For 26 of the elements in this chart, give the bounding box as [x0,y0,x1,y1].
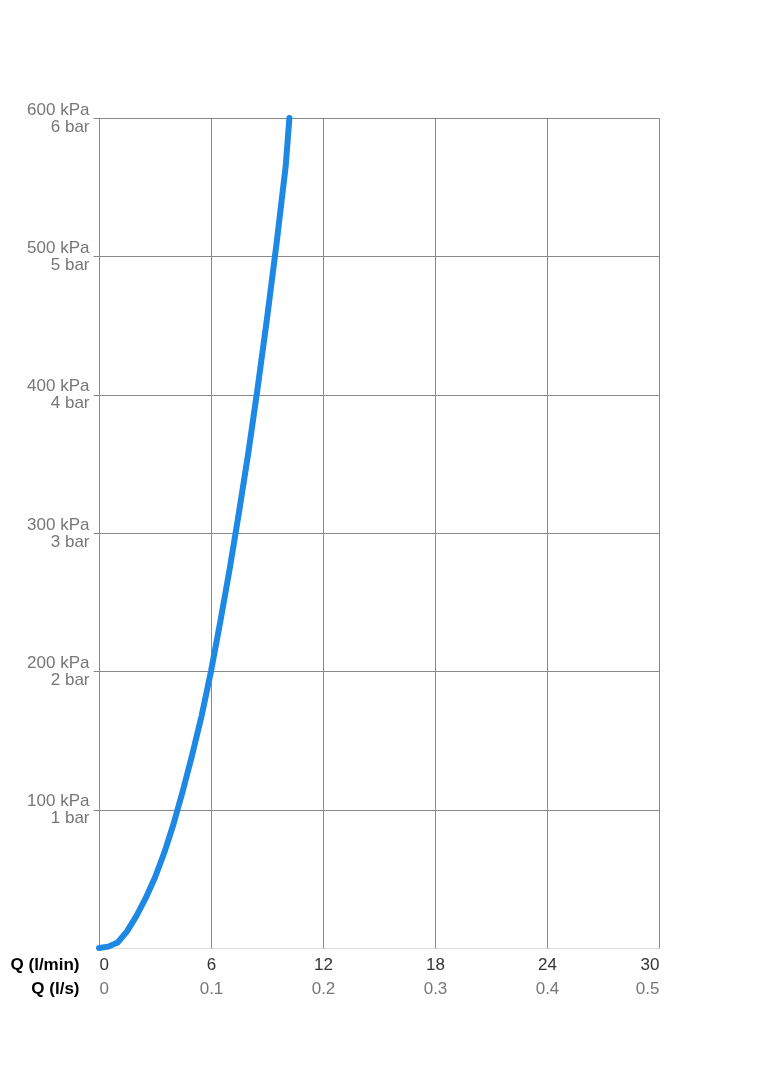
x2-tick-label: 0.3 [423,978,448,998]
y-tick-label: 500 kPa [27,237,91,257]
x-tick-label: 12 [314,954,333,974]
x2-tick-label: 0.5 [635,978,660,998]
x2-tick-label: 0.2 [311,978,336,998]
x-tick-label: 24 [538,954,557,974]
x-tick-label: 30 [640,954,660,974]
x2-tick-label: 0.1 [199,978,224,998]
y2-tick-label: 3 bar [50,531,90,551]
x-axis-title: Q (l/min) [10,954,80,974]
y2-tick-label: 1 bar [50,808,90,828]
x2-axis-title: Q (l/s) [31,978,80,998]
y-tick-label: 400 kPa [27,376,91,396]
y2-tick-label: 5 bar [50,254,90,274]
x2-tick-label: 0 [99,978,109,998]
y-tick-label: 200 kPa [27,652,91,672]
y2-tick-label: 4 bar [50,393,90,413]
x2-tick-label: 0.4 [535,978,560,998]
y-tick-label: 300 kPa [27,514,91,534]
x-tick-label: 18 [426,954,445,974]
y-tick-label: 100 kPa [27,791,91,811]
y2-tick-label: 6 bar [50,116,90,136]
y-tick-label: 600 kPa [27,99,91,119]
x-tick-label: 6 [206,954,217,974]
x-tick-label: 0 [99,954,109,974]
y2-tick-label: 2 bar [50,669,90,689]
